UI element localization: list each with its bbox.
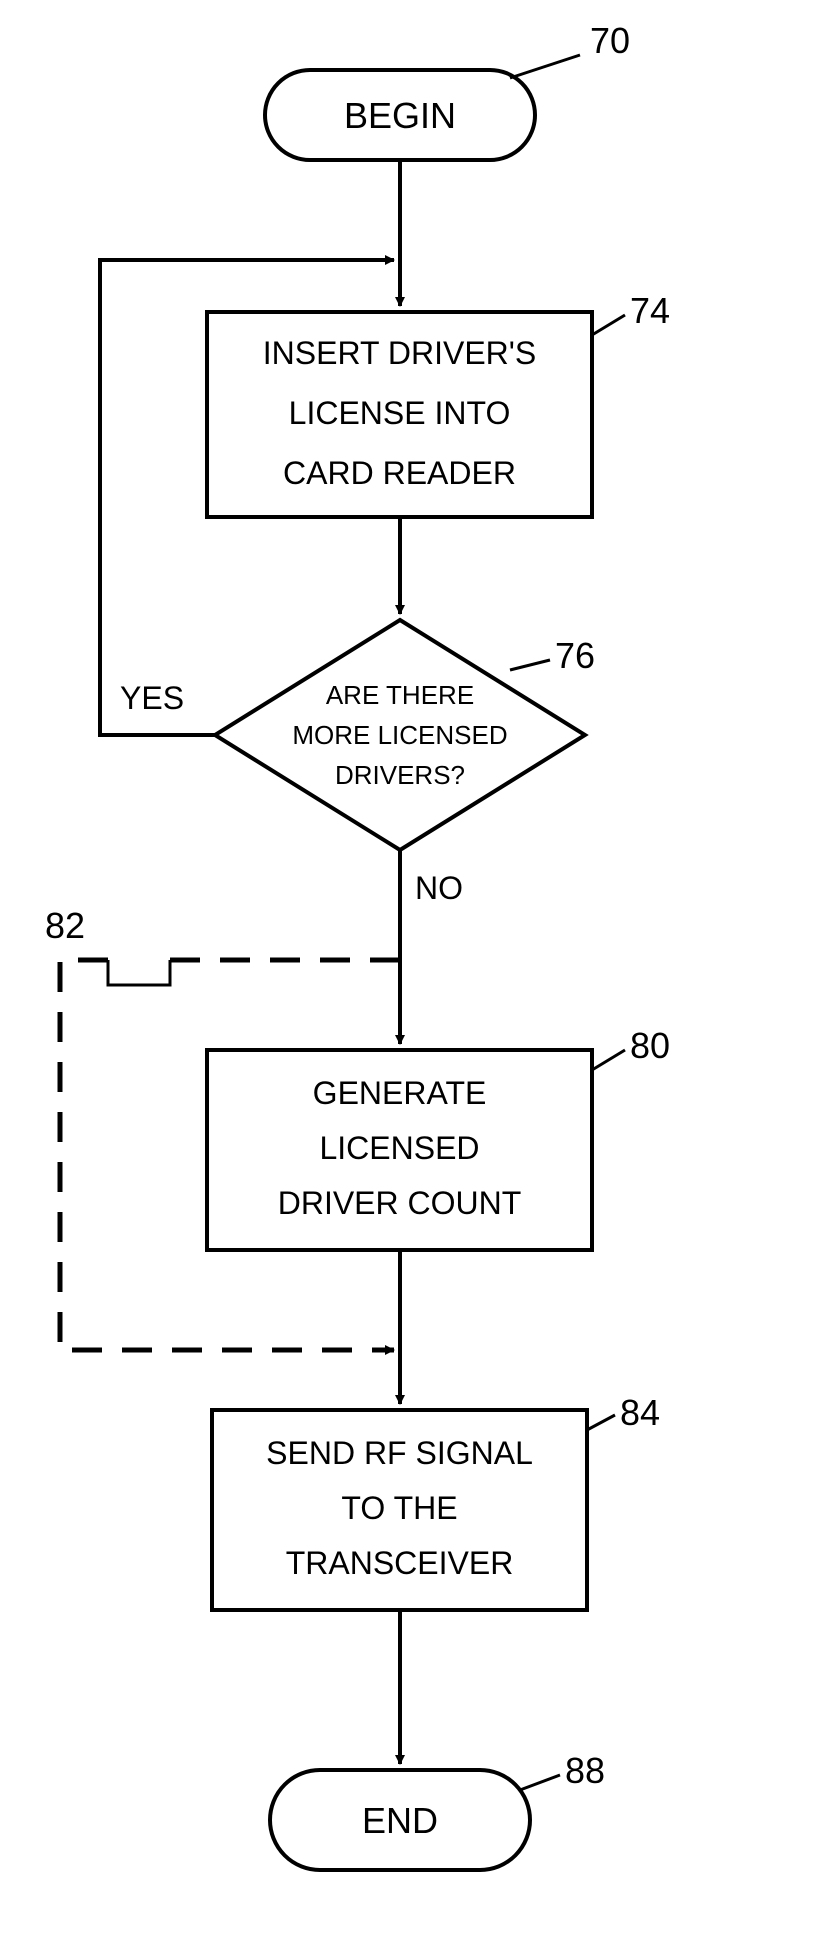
- ref-76: 76: [555, 635, 595, 677]
- ref-line-76: [510, 660, 550, 670]
- begin-label: BEGIN: [265, 95, 535, 137]
- generate-line3: DRIVER COUNT: [207, 1185, 592, 1222]
- ref-80: 80: [630, 1025, 670, 1067]
- insert-line1: INSERT DRIVER'S: [207, 335, 592, 372]
- send-line3: TRANSCEIVER: [212, 1545, 587, 1582]
- ref-line-84: [587, 1415, 615, 1430]
- no-label: NO: [415, 870, 463, 907]
- insert-line2: LICENSE INTO: [207, 395, 592, 432]
- ref-line-74: [592, 315, 625, 335]
- flowchart-container: BEGIN INSERT DRIVER'S LICENSE INTO CARD …: [0, 0, 825, 1934]
- ref-74: 74: [630, 290, 670, 332]
- send-line1: SEND RF SIGNAL: [212, 1435, 587, 1472]
- ref-84: 84: [620, 1392, 660, 1434]
- decision-line2: MORE LICENSED: [230, 720, 570, 751]
- generate-line1: GENERATE: [207, 1075, 592, 1112]
- end-label: END: [270, 1800, 530, 1842]
- ref-70: 70: [590, 20, 630, 62]
- edge-yes-loop: [100, 260, 394, 735]
- ref-line-82: [108, 960, 170, 985]
- ref-line-80: [592, 1050, 625, 1070]
- generate-line2: LICENSED: [207, 1130, 592, 1167]
- ref-line-70: [510, 55, 580, 78]
- ref-82: 82: [45, 905, 85, 947]
- yes-label: YES: [120, 680, 184, 717]
- decision-line3: DRIVERS?: [230, 760, 570, 791]
- insert-line3: CARD READER: [207, 455, 592, 492]
- send-line2: TO THE: [212, 1490, 587, 1527]
- decision-line1: ARE THERE: [230, 680, 570, 711]
- flowchart-svg: [0, 0, 825, 1934]
- ref-line-88: [520, 1775, 560, 1790]
- ref-88: 88: [565, 1750, 605, 1792]
